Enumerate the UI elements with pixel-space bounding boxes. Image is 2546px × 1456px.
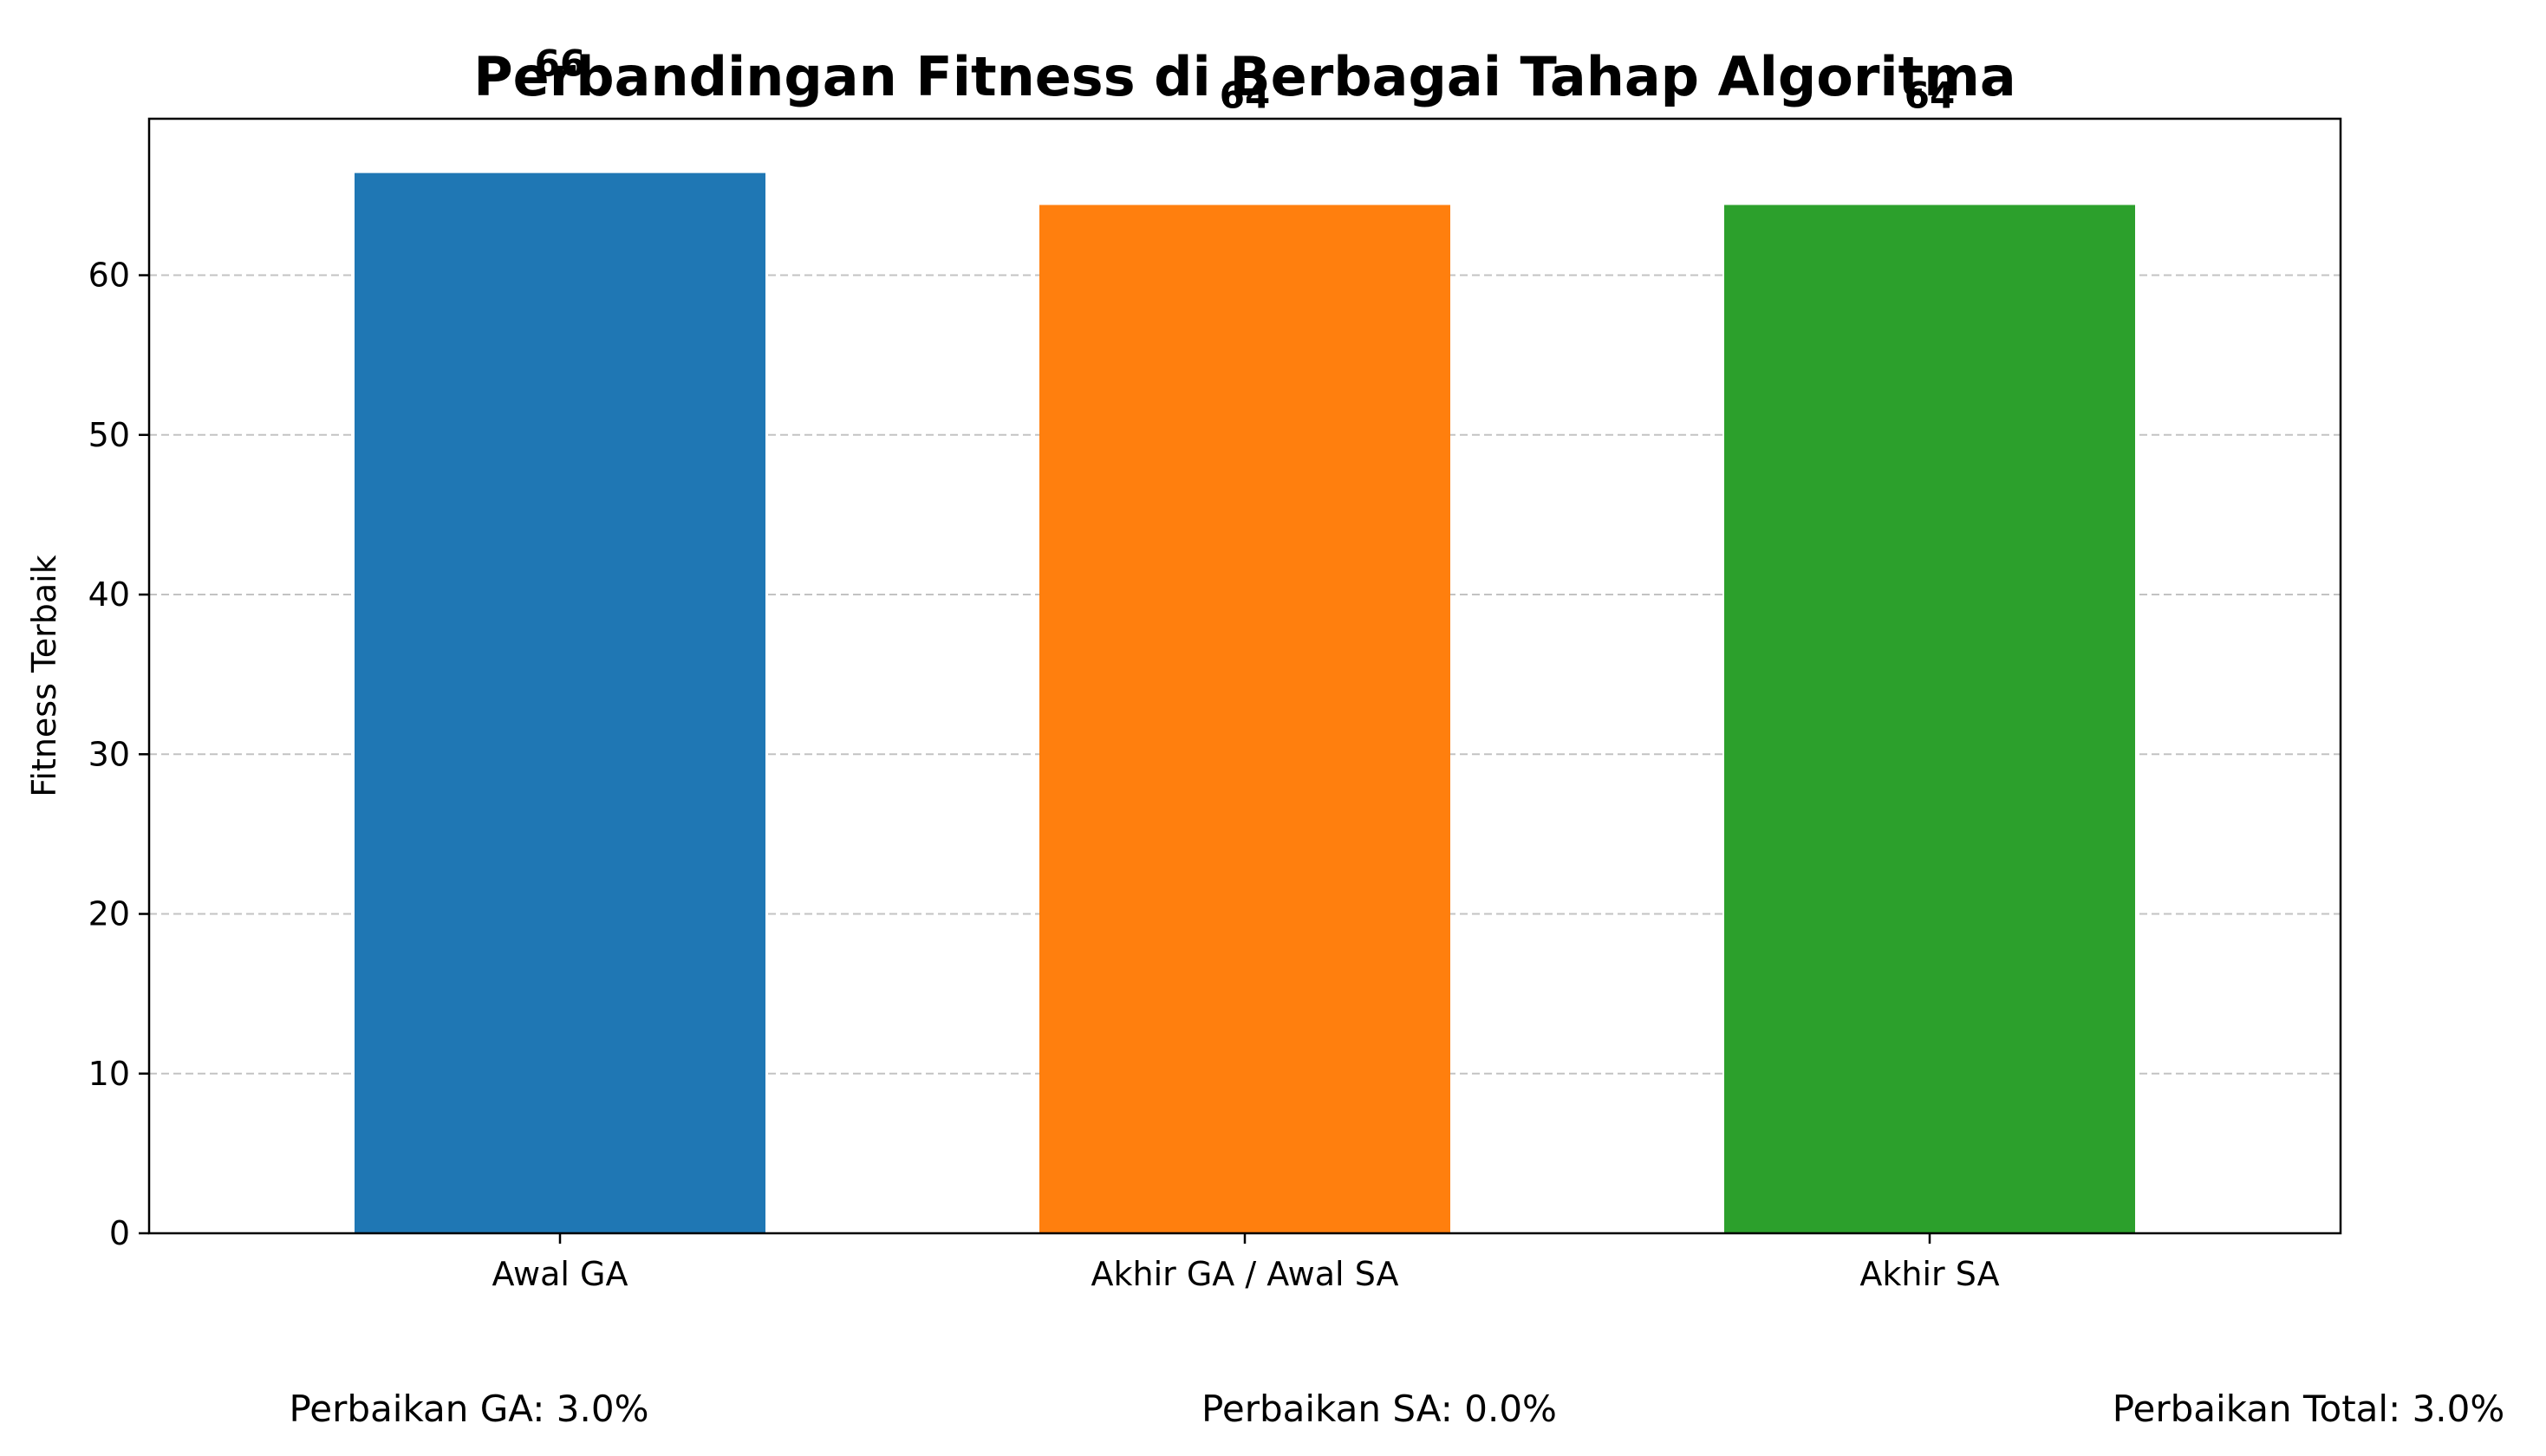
bars	[355, 172, 2135, 1233]
y-tick-label-0: 0	[109, 1214, 130, 1252]
bar-akhir-sa	[1724, 205, 2135, 1233]
y-axis-ticks: 0 10 20 30 40 50 60	[88, 257, 149, 1252]
footer-ga-improvement: Perbaikan GA: 3.0%	[289, 1388, 648, 1430]
data-label-akhir-sa: 64	[1905, 74, 1955, 116]
bar-akhir-ga-awal-sa	[1039, 205, 1450, 1233]
y-tick-label-30: 30	[88, 735, 130, 773]
x-tick-label-akhir-sa: Akhir SA	[1859, 1255, 1999, 1293]
data-label-awal-ga: 66	[535, 42, 585, 85]
y-axis-label: Fitness Terbaik	[25, 555, 63, 796]
y-tick-label-20: 20	[88, 895, 130, 933]
x-tick-label-awal-ga: Awal GA	[492, 1255, 628, 1293]
footer-total-improvement: Perbaikan Total: 3.0%	[2113, 1388, 2505, 1430]
data-labels: 66 64 64	[535, 42, 1955, 117]
data-label-akhir-ga-awal-sa: 64	[1220, 74, 1270, 116]
x-tick-label-akhir-ga-awal-sa: Akhir GA / Awal SA	[1091, 1255, 1398, 1293]
y-tick-label-10: 10	[88, 1055, 130, 1093]
y-tick-label-50: 50	[88, 416, 130, 454]
y-tick-label-60: 60	[88, 257, 130, 295]
x-axis-ticks: Awal GA Akhir GA / Awal SA Akhir SA	[492, 1233, 2000, 1293]
bar-awal-ga	[355, 172, 765, 1233]
y-tick-label-40: 40	[88, 575, 130, 614]
chart-title: Perbandingan Fitness di Berbagai Tahap A…	[473, 45, 2016, 108]
footer-sa-improvement: Perbaikan SA: 0.0%	[1201, 1388, 1557, 1430]
